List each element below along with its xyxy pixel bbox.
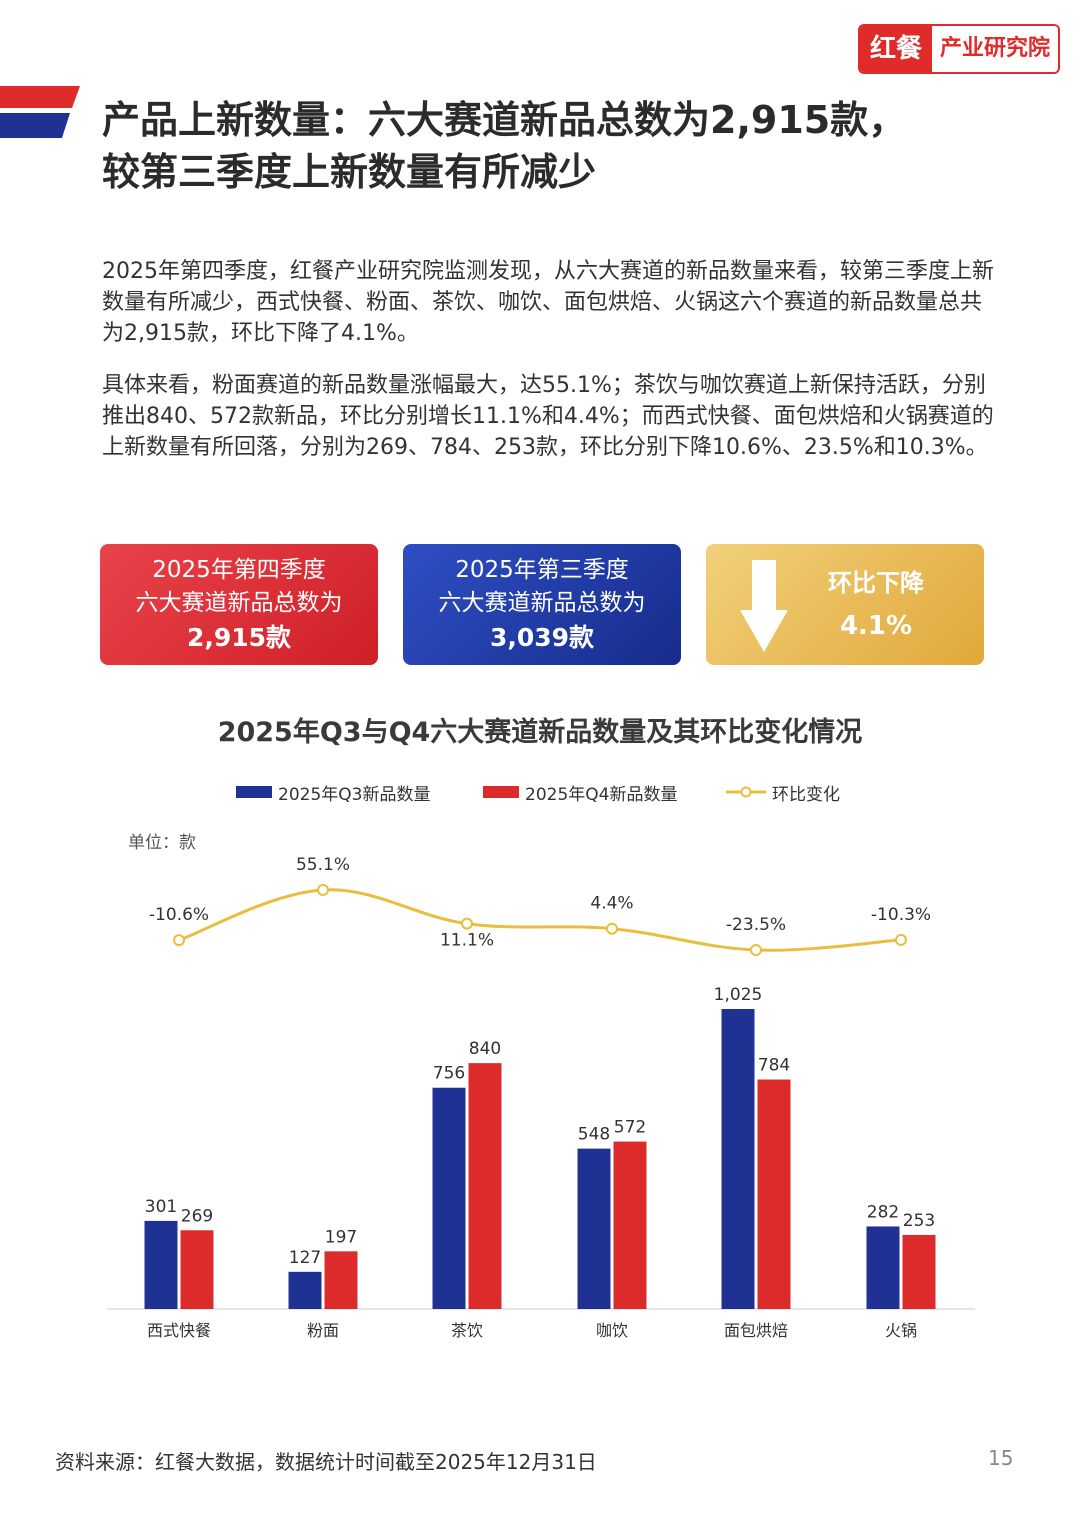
bar-label-q3-5: 282	[867, 1202, 899, 1222]
change-label-2: 11.1%	[440, 931, 494, 951]
q4-card-line2: 六大赛道新品总数为	[135, 590, 343, 616]
bar-q3-3	[577, 1148, 611, 1309]
x-tick-label-1: 粉面	[307, 1321, 339, 1340]
logo-mark: 红餐	[860, 26, 933, 72]
change-point-1	[317, 884, 329, 896]
bar-label-q3-2: 756	[433, 1064, 465, 1084]
bar-label-q4-3: 572	[614, 1118, 646, 1138]
bar-q4-2	[468, 1063, 502, 1309]
chart-unit: 单位：款	[128, 833, 196, 853]
page-title: 产品上新数量：六大赛道新品总数为2,915款， 较第三季度上新数量有所减少	[102, 94, 1032, 198]
legend-change: 环比变化	[726, 780, 840, 805]
legend-q3-label: 2025年Q3新品数量	[278, 784, 431, 805]
intro-paragraph: 2025年第四季度，红餐产业研究院监测发现，从六大赛道的新品数量来看，较第三季度…	[102, 259, 994, 346]
x-tick-label-2: 茶饮	[451, 1321, 483, 1340]
q3-total-card: 2025年第三季度 六大赛道新品总数为 3,039款	[403, 544, 681, 665]
legend-change-swatch	[726, 786, 766, 798]
change-label-0: -10.6%	[149, 905, 209, 925]
legend-q4-swatch	[483, 786, 519, 798]
x-tick-label-0: 西式快餐	[147, 1321, 211, 1340]
bar-label-q4-1: 197	[325, 1227, 357, 1247]
data-source: 资料来源：红餐大数据，数据统计时间截至2025年12月31日	[55, 1450, 597, 1474]
bar-q3-4	[721, 1009, 755, 1309]
bar-q4-1	[324, 1251, 358, 1309]
bar-label-q4-2: 840	[469, 1039, 501, 1059]
bar-label-q4-4: 784	[758, 1056, 790, 1076]
q3-card-line1: 2025年第三季度	[455, 557, 629, 583]
arrow-down-icon	[740, 560, 788, 652]
legend-q3-swatch	[236, 786, 272, 798]
logo-text: 产业研究院	[932, 26, 1059, 72]
detail-paragraph: 具体来看，粉面赛道的新品数量涨幅最大，达55.1%；茶饮与咖饮赛道上新保持活跃，…	[102, 373, 994, 460]
bar-label-q3-3: 548	[578, 1125, 610, 1145]
page-number: 15	[988, 1446, 1014, 1470]
bar-q4-5	[902, 1234, 936, 1309]
title-line-2: 较第三季度上新数量有所减少	[102, 150, 597, 194]
bar-label-q3-0: 301	[145, 1197, 177, 1217]
x-tick-label-3: 咖饮	[596, 1321, 628, 1340]
change-label-4: -23.5%	[726, 915, 786, 935]
change-label-5: -10.3%	[871, 905, 931, 925]
x-tick-label-4: 面包烘焙	[724, 1321, 788, 1340]
q3-card-line2: 六大赛道新品总数为	[438, 590, 646, 616]
bar-q4-0	[180, 1230, 214, 1309]
bar-line-chart: 301 127 756 548 1,025 282 269 197 840 572 784 253 西式…	[107, 855, 975, 1340]
change-point-2	[461, 917, 473, 930]
q4-total-card: 2025年第四季度 六大赛道新品总数为 2,915款	[100, 544, 378, 665]
legend-q3: 2025年Q3新品数量	[236, 780, 431, 805]
legend-change-label: 环比变化	[772, 784, 840, 805]
bar-q3-1	[288, 1271, 322, 1309]
legend-q4-label: 2025年Q4新品数量	[525, 784, 678, 805]
chart-title: 2025年Q3与Q4六大赛道新品数量及其环比变化情况	[217, 717, 863, 748]
change-line	[178, 888, 902, 952]
title-line-1: 产品上新数量：六大赛道新品总数为2,915款，	[102, 98, 907, 142]
change-card-label: 环比下降	[828, 569, 924, 597]
bar-q3-2	[432, 1087, 466, 1309]
brand-logo: 红餐 产业研究院	[858, 24, 1061, 74]
change-point-3	[606, 922, 618, 935]
bar-q3-0	[144, 1220, 178, 1309]
change-point-4	[750, 944, 762, 956]
bar-label-q3-1: 127	[289, 1248, 321, 1268]
change-card: 环比下降 4.1%	[706, 544, 984, 665]
bar-label-q3-4: 1,025	[714, 985, 763, 1005]
change-card-value: 4.1%	[839, 611, 913, 641]
change-point-5	[895, 933, 907, 946]
header-stripe	[0, 86, 80, 138]
q4-card-value: 2,915款	[186, 623, 292, 652]
change-label-1: 55.1%	[296, 855, 350, 875]
q4-card-line1: 2025年第四季度	[152, 557, 326, 583]
bar-label-q4-0: 269	[181, 1206, 213, 1226]
change-label-3: 4.4%	[590, 894, 633, 914]
bar-label-q4-5: 253	[903, 1211, 935, 1231]
q3-card-value: 3,039款	[489, 623, 595, 652]
bar-q4-4	[757, 1079, 791, 1309]
change-point-0	[173, 934, 185, 947]
x-tick-label-5: 火锅	[885, 1321, 917, 1340]
legend-q4: 2025年Q4新品数量	[483, 780, 678, 805]
bar-q3-5	[866, 1226, 900, 1309]
bar-q4-3	[613, 1141, 647, 1309]
